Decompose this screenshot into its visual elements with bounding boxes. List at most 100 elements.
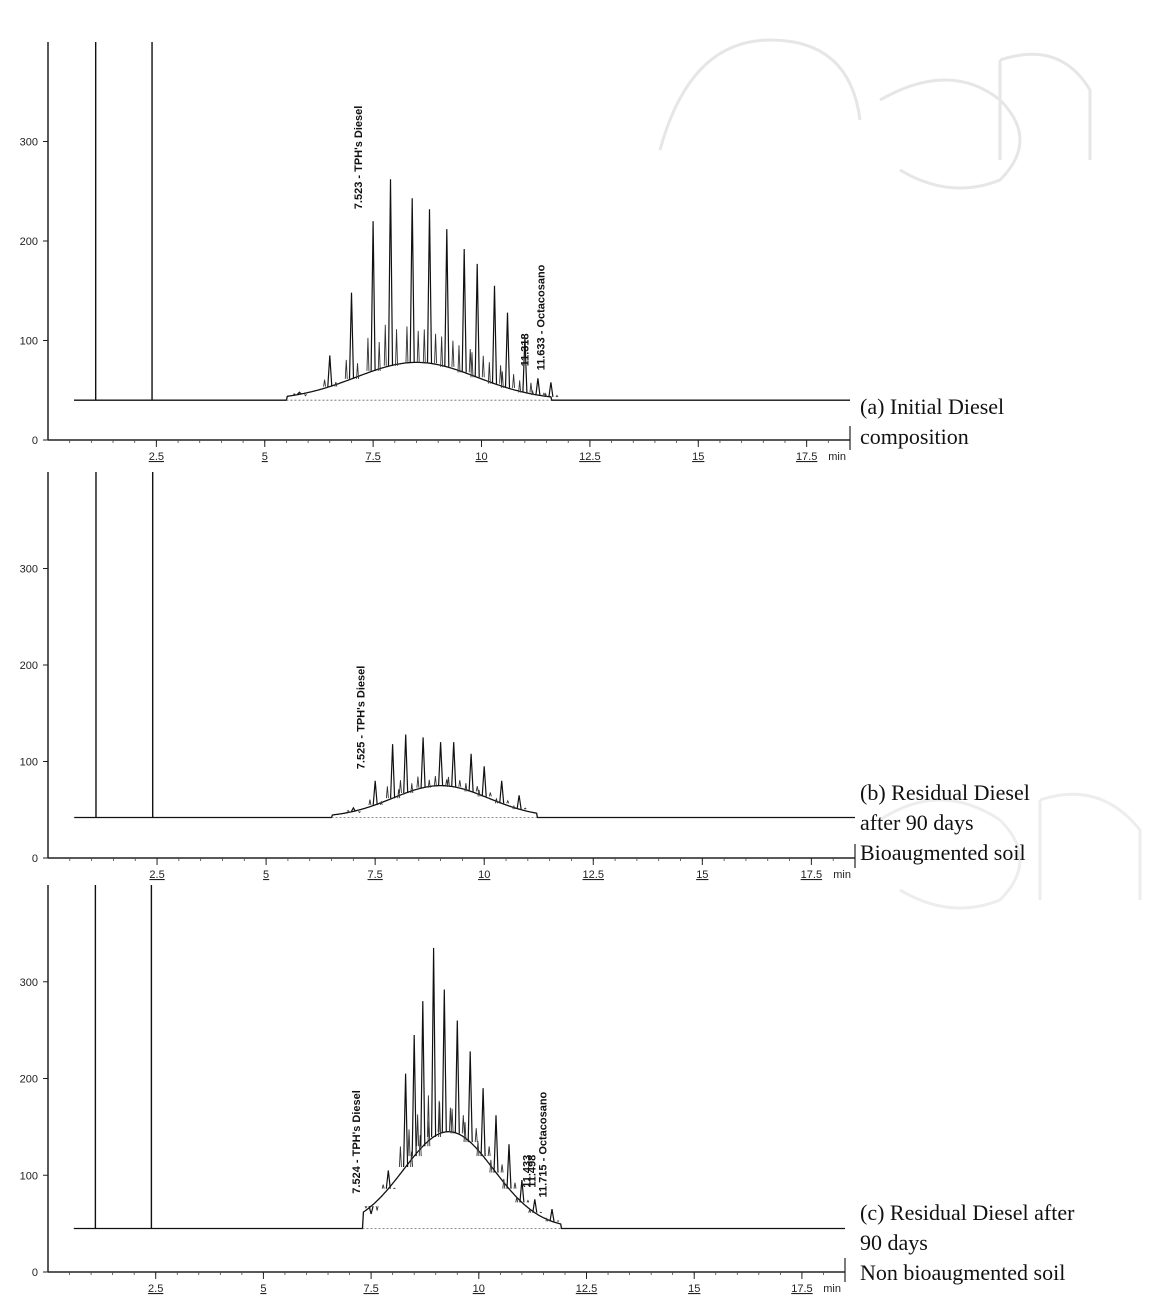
caption-a-line-1: (a) Initial Diesel xyxy=(860,394,1005,419)
chromatogram-peak xyxy=(370,221,376,371)
chromatogram-peak xyxy=(350,806,356,812)
chromatogram-peak xyxy=(296,391,302,395)
chromatogram-peak xyxy=(403,734,409,794)
chromatogram-minor-peak xyxy=(463,1122,478,1143)
chromatogram-peak xyxy=(368,1206,374,1215)
axes: 0 100 200 300 2.5 5 7.5 10 12.5 15 17.5 min xyxy=(20,472,856,881)
chromatogram-minor-peak xyxy=(489,1159,504,1173)
y-tick-label: 200 xyxy=(20,660,38,672)
chromatogram-minor-peak xyxy=(323,379,338,387)
chromatogram-peak xyxy=(372,780,378,805)
chromatogram-minor-peak xyxy=(545,1217,560,1222)
chart-panel-a: 0 100 200 300 2.5 5 7.5 10 12.5 15 17.5 min 7.523 - … xyxy=(20,42,851,463)
chromatogram-minor-peak xyxy=(502,1178,517,1189)
chromatogram-minor-peak xyxy=(464,783,479,792)
chromatogram-peak xyxy=(403,1073,409,1168)
chromatogram-peak xyxy=(491,285,498,384)
y-tick-label: 100 xyxy=(20,1170,38,1182)
y-tick-label: 0 xyxy=(32,1267,38,1279)
x-tick-label: 7.5 xyxy=(365,451,380,463)
x-tick-label: 10 xyxy=(475,451,487,463)
y-tick-label: 300 xyxy=(20,137,38,149)
chromatogram-peak xyxy=(467,1051,473,1143)
axes: 0 100 200 300 2.5 5 7.5 10 12.5 15 17.5 min xyxy=(20,42,851,463)
chromatogram-trace xyxy=(73,1131,845,1230)
peak-annotation: 7.525 - TPH's Diesel xyxy=(355,666,367,770)
peak-annotation: 11.433 xyxy=(521,1155,533,1188)
x-tick-label: 2.5 xyxy=(149,451,164,463)
y-tick-label: 0 xyxy=(32,853,38,865)
chromatogram-minor-peak xyxy=(346,810,361,814)
chromatogram-minor-peak xyxy=(407,1129,422,1157)
caption-a: (a) Initial Diesel composition xyxy=(860,392,1150,452)
chromatogram-minor-peak xyxy=(450,1108,465,1134)
x-tick-label: 12.5 xyxy=(579,451,600,463)
chromatogram-peak xyxy=(504,312,511,388)
x-tick-label: 10 xyxy=(478,869,490,881)
x-tick-label: 5 xyxy=(262,451,268,463)
chromatogram-peak xyxy=(387,179,394,366)
peak-annotation: 11.318 xyxy=(520,333,532,366)
chromatogram-peak xyxy=(411,1034,417,1157)
chromatogram-peak xyxy=(426,209,433,364)
chromatogram-peak xyxy=(441,989,447,1133)
x-tick-label: 10 xyxy=(473,1283,485,1295)
chromatogram-peak xyxy=(451,742,457,787)
caption-a-line-2: composition xyxy=(860,424,969,449)
x-tick-label: 5 xyxy=(263,869,269,881)
chromatogram-minor-peak xyxy=(531,389,546,396)
caption-c-line-3: Non bioaugmented soil xyxy=(860,1260,1066,1285)
x-tick-label: 15 xyxy=(696,869,708,881)
chromatogram-minor-peak xyxy=(364,1205,379,1211)
chromatogram-peak xyxy=(474,263,480,378)
chromatogram-peak xyxy=(549,1209,555,1222)
chromatogram-minor-peak xyxy=(494,798,510,804)
caption-b: (b) Residual Diesel after 90 days Bioaug… xyxy=(860,778,1150,868)
y-tick-label: 0 xyxy=(32,435,38,447)
chromatogram-peak xyxy=(535,378,541,396)
chromatogram-peak xyxy=(499,780,505,804)
caption-b-line-3: Bioaugmented soil xyxy=(860,840,1026,865)
chromatogram-minor-peak xyxy=(544,392,559,398)
chromatogram-peak xyxy=(468,753,474,792)
chromatogram-minor-peak xyxy=(398,1146,414,1168)
chromatogram-peak xyxy=(327,355,333,387)
chromatogram-peak xyxy=(390,744,396,799)
chromatogram-minor-peak xyxy=(457,345,472,373)
y-tick-label: 200 xyxy=(20,236,38,248)
chromatogram-peak xyxy=(409,198,415,363)
x-tick-label: 7.5 xyxy=(368,869,383,881)
chromatogram-peak xyxy=(516,795,522,810)
chromatogram-minor-peak xyxy=(433,776,449,786)
y-tick-label: 300 xyxy=(20,977,38,989)
chart-panel-b: 0 100 200 300 2.5 5 7.5 10 12.5 15 17.5 min 7.525 - … xyxy=(20,472,856,881)
x-axis-unit-label: min xyxy=(833,869,851,881)
chromatogram-minor-peak xyxy=(381,1184,396,1190)
x-tick-label: 15 xyxy=(688,1283,700,1295)
watermark-logo-top xyxy=(658,38,1092,190)
x-axis-unit-label: min xyxy=(828,451,846,463)
chromatogram-peak xyxy=(431,947,437,1137)
x-tick-label: 12.5 xyxy=(583,869,604,881)
peak-annotation: 7.524 - TPH's Diesel xyxy=(351,1090,363,1194)
caption-b-line-1: (b) Residual Diesel xyxy=(860,780,1030,805)
chromatogram-trace xyxy=(74,784,855,819)
x-tick-label: 2.5 xyxy=(148,1283,163,1295)
peak-annotation: 11.715 - Octacosano xyxy=(538,1091,550,1197)
chromatogram-minor-peak xyxy=(366,337,381,371)
chromatogram-minor-peak xyxy=(446,776,462,787)
x-axis-unit-label: min xyxy=(823,1283,841,1295)
chromatogram-peak xyxy=(454,1020,460,1134)
chromatogram-peak xyxy=(420,737,426,788)
chromatogram-minor-peak xyxy=(399,780,414,794)
chromatogram-peak xyxy=(493,1115,499,1173)
chromatogram-peak xyxy=(420,1001,426,1147)
chromatogram-peak xyxy=(519,1180,525,1203)
caption-c-line-2: 90 days xyxy=(860,1230,928,1255)
chromatogram-peak xyxy=(522,337,528,393)
chromatogram-minor-peak xyxy=(422,329,438,364)
chromatogram-peak xyxy=(532,1199,538,1213)
x-tick-label: 15 xyxy=(692,451,704,463)
caption-b-line-2: after 90 days xyxy=(860,810,974,835)
chromatogram-minor-peak xyxy=(416,776,431,788)
